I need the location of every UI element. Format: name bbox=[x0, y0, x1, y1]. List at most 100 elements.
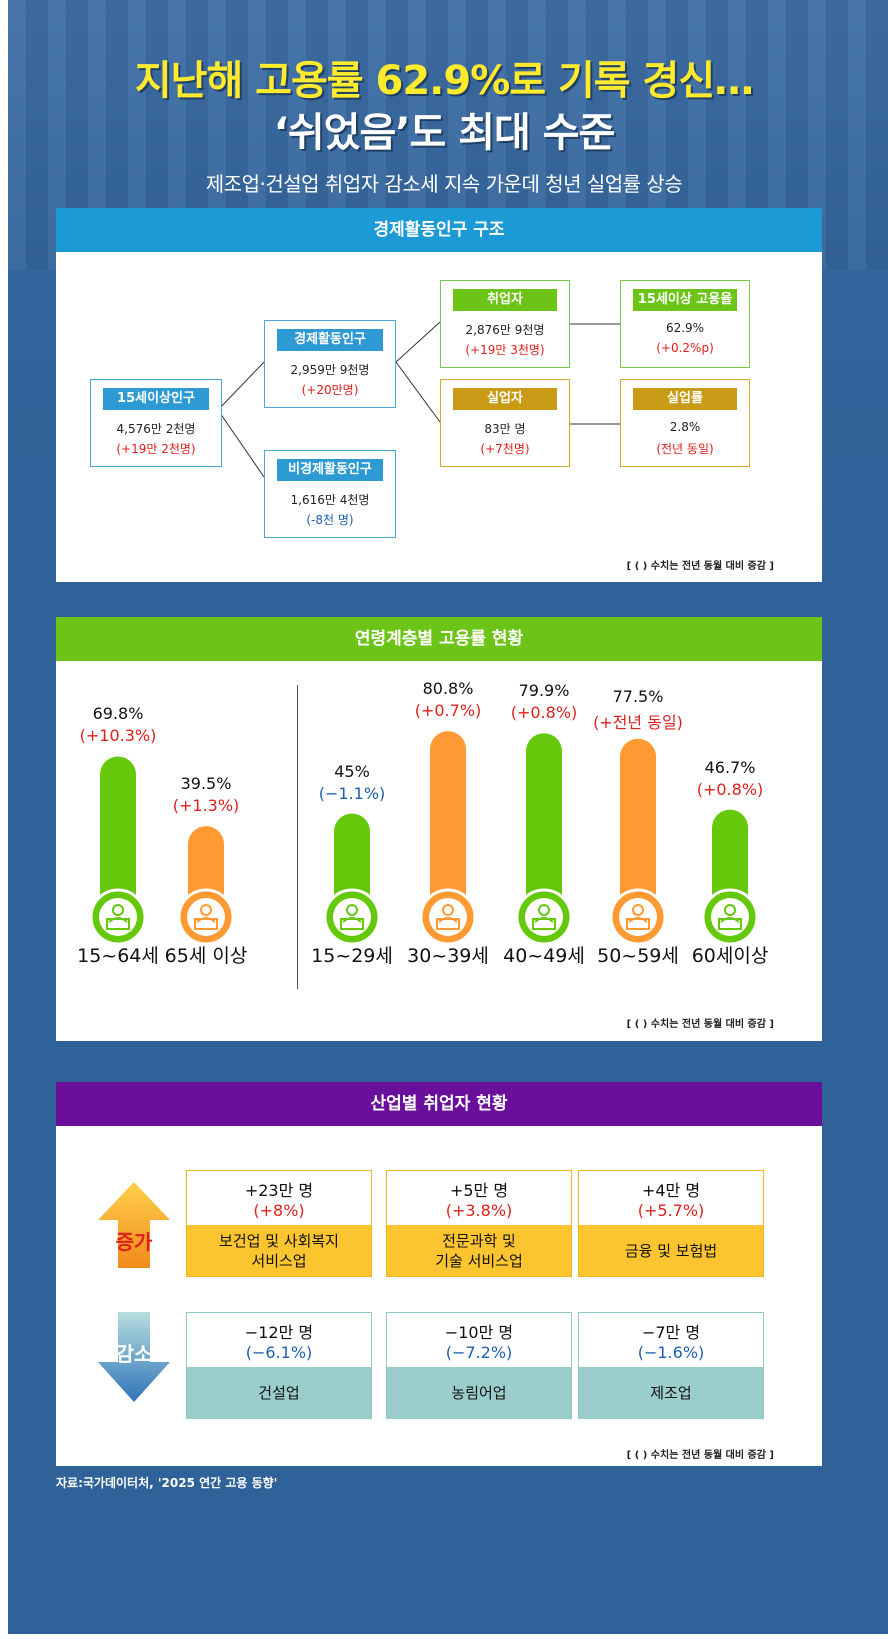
increase-label: 증가 bbox=[115, 1230, 153, 1254]
subtitle: 제조업·건설업 취업자 감소세 지속 가운데 청년 실업률 상승 bbox=[205, 172, 683, 196]
age-bar-0 bbox=[89, 756, 147, 946]
unemployed-label: 실업자 bbox=[453, 388, 557, 410]
unemp-rate-box: 실업률 2.8% (전년 동일) bbox=[620, 379, 750, 467]
unemp-rate-value: 2.8% bbox=[669, 420, 701, 434]
inc-2-name: 금융 및 보험법 bbox=[579, 1225, 763, 1276]
inc-1-pct: (+3.8%) bbox=[445, 1201, 513, 1220]
unemployed-value: 83만 명 bbox=[484, 422, 526, 436]
age-bar-4 bbox=[515, 733, 573, 946]
emp-rate-box: 15세이상 고용율 62.9% (+0.2%p) bbox=[620, 280, 750, 368]
inc-0-value: +23만 명 bbox=[244, 1181, 314, 1200]
age-value-label-5: 77.5% bbox=[612, 686, 664, 706]
age-category-label-3: 30~39세 bbox=[407, 945, 489, 967]
worker-laptop-icon bbox=[194, 904, 218, 930]
age-category-label-0: 15~64세 bbox=[77, 945, 159, 967]
age-group-divider bbox=[297, 685, 298, 989]
worker-laptop-icon bbox=[340, 904, 364, 930]
title-line-1: 지난해 고용률 62.9%로 기록 경신… bbox=[134, 58, 754, 104]
age-bar-2 bbox=[323, 813, 381, 946]
pop15-change: (+19만 2천명) bbox=[116, 442, 196, 456]
age-change-label-2: (−1.1%) bbox=[318, 783, 386, 803]
title-line-2: ‘쉬었음’도 최대 수준 bbox=[273, 110, 616, 156]
worker-laptop-icon bbox=[532, 904, 556, 930]
employed-value: 2,876만 9천명 bbox=[465, 323, 545, 337]
age-value-label-6: 46.7% bbox=[704, 757, 756, 777]
industry-note: [ ( ) 수치는 전년 동월 대비 증감 ] bbox=[626, 1450, 774, 1461]
worker-laptop-icon bbox=[626, 904, 650, 930]
age-bar-5 bbox=[609, 738, 667, 946]
pop15-box: 15세이상인구 4,576만 2천명 (+19만 2천명) bbox=[90, 379, 222, 467]
inc-1-value: +5만 명 bbox=[449, 1181, 509, 1200]
active-value: 2,959만 9천명 bbox=[290, 363, 370, 377]
age-band: 연령계층별 고용률 현황 bbox=[56, 617, 822, 661]
emp-rate-change: (+0.2%p) bbox=[656, 341, 714, 355]
age-value-label-3: 80.8% bbox=[422, 679, 474, 699]
inc-0-pct: (+8%) bbox=[253, 1201, 305, 1220]
employed-label: 취업자 bbox=[453, 289, 557, 311]
active-box: 경제활동인구 2,959만 9천명 (+20만명) bbox=[264, 320, 396, 408]
industry-dec-2: −7만 명 (−1.6%) 제조업 bbox=[578, 1312, 764, 1419]
age-category-label-6: 60세이상 bbox=[691, 945, 769, 967]
structure-panel: 15세이상인구 4,576만 2천명 (+19만 2천명) 경제활동인구 2,9… bbox=[56, 252, 822, 582]
age-bars-svg bbox=[89, 731, 759, 946]
age-bar-1 bbox=[177, 826, 235, 946]
inc-2-value: +4만 명 bbox=[641, 1181, 701, 1200]
age-change-label-0: (+10.3%) bbox=[79, 726, 157, 746]
industry-inc-1: +5만 명 (+3.8%) 전문과학 및 기술 서비스업 bbox=[386, 1170, 572, 1277]
dec-2-value: −7만 명 bbox=[641, 1323, 701, 1342]
unemp-rate-label: 실업률 bbox=[633, 388, 737, 410]
dec-2-pct: (−1.6%) bbox=[637, 1343, 705, 1362]
dec-0-pct: (−6.1%) bbox=[245, 1343, 313, 1362]
age-category-label-5: 50~59세 bbox=[597, 945, 679, 967]
emp-rate-value: 62.9% bbox=[665, 321, 705, 335]
age-value-label-4: 79.9% bbox=[518, 681, 570, 701]
age-change-label-1: (+1.3%) bbox=[172, 796, 240, 816]
active-label: 경제활동인구 bbox=[277, 329, 383, 351]
age-value-label-1: 39.5% bbox=[180, 774, 232, 794]
dec-1-pct: (−7.2%) bbox=[445, 1343, 513, 1362]
unemp-rate-change: (전년 동일) bbox=[656, 442, 714, 456]
age-value-label-2: 45% bbox=[334, 761, 370, 781]
age-note: [ ( ) 수치는 전년 동월 대비 증감 ] bbox=[626, 1019, 774, 1030]
age-bar-6 bbox=[701, 809, 759, 946]
dec-0-value: −12만 명 bbox=[244, 1323, 314, 1342]
active-change: (+20만명) bbox=[301, 383, 359, 397]
age-change-label-5: (+전년 동일) bbox=[593, 712, 683, 732]
age-panel: 69.8% (+10.3%) 15~64세 39.5% (+1.3%) 65세 이상 45%… bbox=[56, 661, 822, 1041]
age-category-label-4: 40~49세 bbox=[503, 945, 585, 967]
increase-arrow-icon bbox=[98, 1182, 170, 1268]
inactive-box: 비경제활동인구 1,616만 4천명 (-8천 명) bbox=[264, 450, 396, 538]
dec-2-name: 제조업 bbox=[579, 1367, 763, 1418]
age-category-label-1: 65세 이상 bbox=[164, 945, 248, 967]
industry-inc-0: +23만 명 (+8%) 보건업 및 사회복지 서비스업 bbox=[186, 1170, 372, 1277]
age-value-label-0: 69.8% bbox=[92, 704, 144, 724]
worker-laptop-icon bbox=[436, 904, 460, 930]
age-change-label-3: (+0.7%) bbox=[414, 701, 482, 721]
dec-1-value: −10만 명 bbox=[444, 1323, 514, 1342]
inactive-value: 1,616만 4천명 bbox=[290, 493, 370, 507]
employed-box: 취업자 2,876만 9천명 (+19만 3천명) bbox=[440, 280, 570, 368]
decrease-label: 감소 bbox=[115, 1342, 153, 1366]
structure-band: 경제활동인구 구조 bbox=[56, 208, 822, 252]
age-category-label-2: 15~29세 bbox=[311, 945, 393, 967]
employed-change: (+19만 3천명) bbox=[465, 343, 545, 357]
age-change-label-6: (+0.8%) bbox=[696, 779, 764, 799]
structure-note: [ ( ) 수치는 전년 동월 대비 증감 ] bbox=[626, 561, 774, 572]
pop15-value: 4,576만 2천명 bbox=[116, 422, 196, 436]
worker-laptop-icon bbox=[106, 904, 130, 930]
inactive-change: (-8천 명) bbox=[306, 513, 354, 527]
industry-dec-0: −12만 명 (−6.1%) 건설업 bbox=[186, 1312, 372, 1419]
age-bar-3 bbox=[419, 731, 477, 946]
emp-rate-label: 15세이상 고용율 bbox=[633, 289, 737, 311]
source-credit: 자료:국가데이터처, '2025 연간 고용 동향' bbox=[56, 1476, 278, 1490]
industry-panel: 증가 감소 +23만 명 (+8%) 보건업 및 사회복지 서비스업 +5만 명… bbox=[56, 1126, 822, 1466]
industry-dec-1: −10만 명 (−7.2%) 농림어업 bbox=[386, 1312, 572, 1419]
dec-1-name: 농림어업 bbox=[387, 1367, 571, 1418]
industry-inc-2: +4만 명 (+5.7%) 금융 및 보험법 bbox=[578, 1170, 764, 1277]
inc-2-pct: (+5.7%) bbox=[637, 1201, 705, 1220]
industry-band: 산업별 취업자 현황 bbox=[56, 1082, 822, 1126]
decrease-arrow-icon bbox=[98, 1312, 170, 1402]
age-change-label-4: (+0.8%) bbox=[510, 703, 578, 723]
worker-laptop-icon bbox=[718, 904, 742, 930]
